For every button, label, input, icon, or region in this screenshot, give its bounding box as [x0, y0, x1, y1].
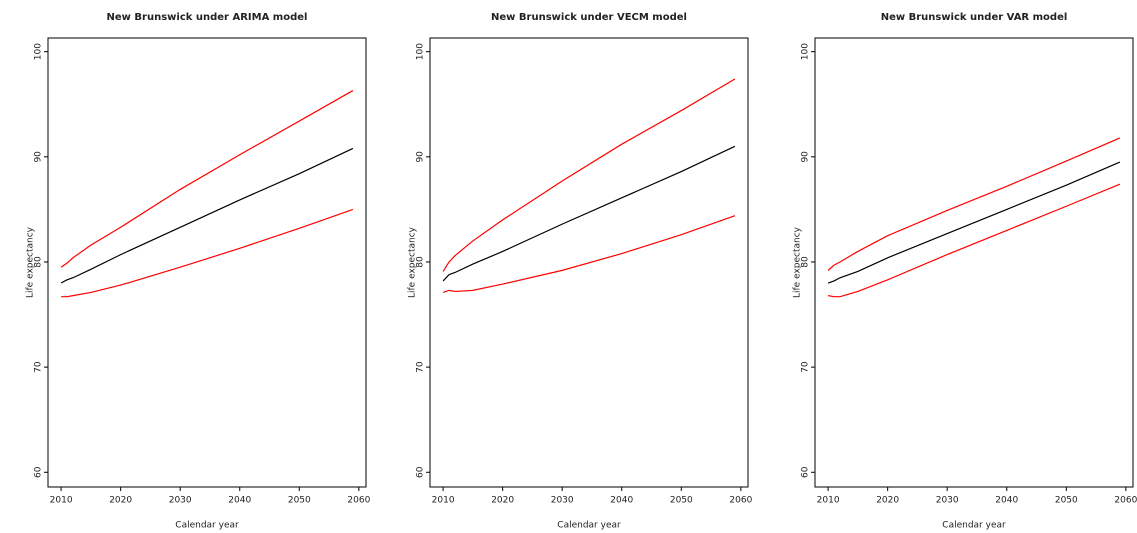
- y-tick-label: 70: [801, 361, 811, 373]
- line-series: [827, 183, 1121, 298]
- x-tick-label: 2010: [432, 496, 455, 506]
- x-tick-label: 2010: [817, 496, 840, 506]
- line-series: [442, 145, 736, 282]
- x-tick-label: 2060: [347, 496, 370, 506]
- line-series: [61, 208, 354, 298]
- y-tick-label: 90: [801, 151, 811, 163]
- y-tick-label: 90: [416, 151, 426, 163]
- x-tick-label: 2060: [729, 496, 752, 506]
- y-axis-label: Life expectancy: [26, 226, 36, 298]
- plot-frame: [429, 37, 749, 488]
- y-tick-label: 100: [416, 43, 426, 60]
- x-axis-label: Calendar year: [942, 521, 1006, 531]
- x-tick-label: 2040: [995, 496, 1018, 506]
- y-tick-label: 80: [34, 256, 44, 268]
- x-axis-label: Calendar year: [557, 521, 621, 531]
- y-tick-label: 60: [34, 466, 44, 478]
- x-tick-label: 2030: [936, 496, 959, 506]
- y-axis-label: Life expectancy: [793, 226, 803, 298]
- line-series: [442, 215, 736, 294]
- line-series: [60, 90, 354, 268]
- line-series: [827, 161, 1121, 284]
- plot-frame: [47, 37, 367, 488]
- y-tick-label: 100: [34, 43, 44, 60]
- y-axis-label: Life expectancy: [408, 226, 418, 298]
- y-tick-label: 80: [801, 256, 811, 268]
- line-series: [827, 137, 1121, 271]
- y-tick-label: 100: [801, 43, 811, 60]
- line-series: [442, 78, 736, 272]
- y-tick-label: 90: [34, 151, 44, 163]
- x-tick-label: 2020: [491, 496, 514, 506]
- y-tick-label: 60: [801, 466, 811, 478]
- x-tick-label: 2050: [1055, 496, 1078, 506]
- x-tick-label: 2040: [610, 496, 633, 506]
- chart-title: New Brunswick under ARIMA model: [107, 12, 308, 23]
- x-tick-label: 2050: [288, 496, 311, 506]
- x-tick-label: 2020: [876, 496, 899, 506]
- x-tick-label: 2030: [169, 496, 192, 506]
- x-tick-label: 2060: [1114, 496, 1137, 506]
- line-series: [60, 147, 354, 284]
- plot-frame: [814, 37, 1134, 488]
- x-axis-label: Calendar year: [175, 521, 239, 531]
- x-tick-label: 2050: [670, 496, 693, 506]
- y-tick-label: 80: [416, 256, 426, 268]
- y-tick-label: 70: [416, 361, 426, 373]
- x-tick-label: 2010: [50, 496, 73, 506]
- x-tick-label: 2030: [551, 496, 574, 506]
- chart-title: New Brunswick under VAR model: [881, 12, 1068, 23]
- y-tick-label: 60: [416, 466, 426, 478]
- x-tick-label: 2040: [228, 496, 251, 506]
- x-tick-label: 2020: [109, 496, 132, 506]
- chart-title: New Brunswick under VECM model: [491, 12, 687, 23]
- y-tick-label: 70: [34, 361, 44, 373]
